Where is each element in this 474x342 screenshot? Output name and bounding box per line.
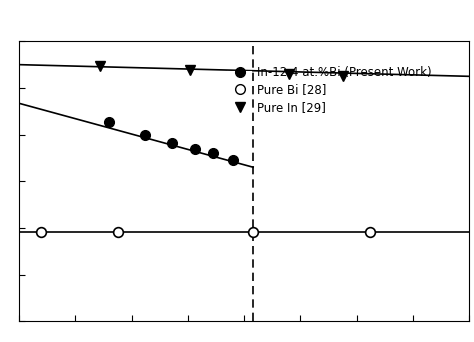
Legend: In-12.4 at.%Bi (Present Work), Pure Bi [28], Pure In [29]: In-12.4 at.%Bi (Present Work), Pure Bi [… — [223, 61, 437, 119]
